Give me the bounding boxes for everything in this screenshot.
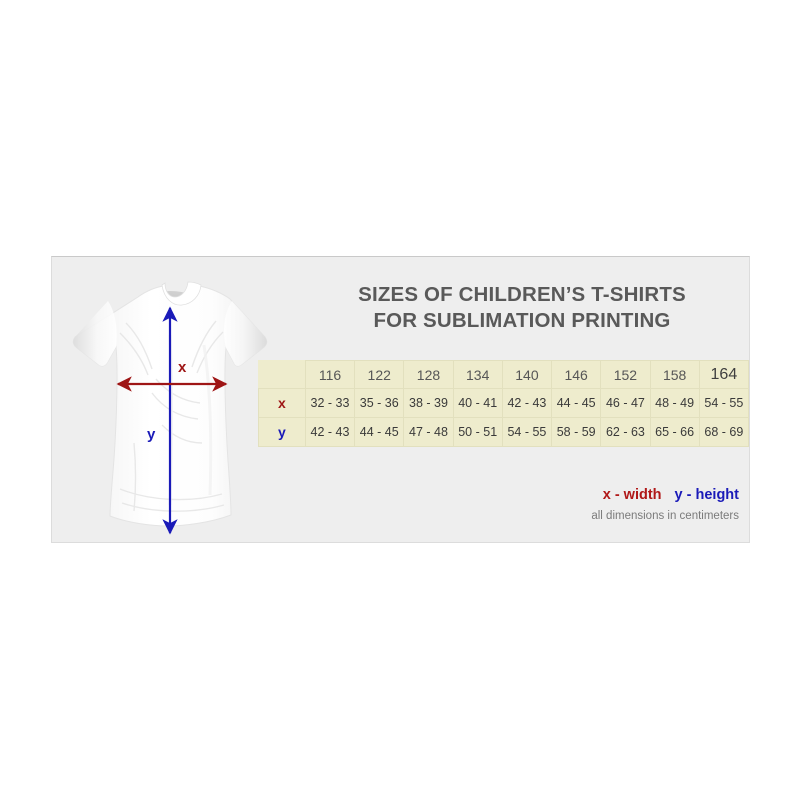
table-cell: 42 - 43 xyxy=(304,417,356,447)
size-column-header: 164 xyxy=(698,360,750,389)
size-column-header: 128 xyxy=(403,360,454,389)
title-line-1: SIZES OF CHILDREN’S T-SHIRTS xyxy=(358,283,686,306)
table-cell: 54 - 55 xyxy=(501,417,553,447)
collar-band xyxy=(161,281,202,306)
table-header-row: 116 122 128 134 140 146 152 158 164 xyxy=(259,360,750,389)
table-cell: 32 - 33 xyxy=(304,388,356,418)
table-cell: 62 - 63 xyxy=(600,417,651,447)
title-line-2: FOR SUBLIMATION PRINTING xyxy=(373,309,671,332)
tshirt-illustration: x y xyxy=(60,275,290,537)
legend-keys: x - width y - height xyxy=(591,486,739,504)
table-cell: 46 - 47 xyxy=(600,388,651,418)
row-axis-label: y xyxy=(258,417,306,447)
tshirt-sleeve-right xyxy=(224,301,267,367)
legend-note: all dimensions in centimeters xyxy=(591,510,739,522)
table-corner-cell xyxy=(259,361,306,389)
table-cell: 54 - 55 xyxy=(698,388,750,418)
table-cell: 58 - 59 xyxy=(551,417,602,447)
table-cell: 50 - 51 xyxy=(452,417,503,447)
size-column-header: 140 xyxy=(501,360,553,389)
page-title: SIZES OF CHILDREN’S T-SHIRTS FOR SUBLIMA… xyxy=(302,282,742,334)
tshirt-svg xyxy=(72,281,268,535)
size-column-header: 152 xyxy=(600,360,651,389)
table-cell: 47 - 48 xyxy=(403,417,454,447)
size-table: 116 122 128 134 140 146 152 158 164 x 32… xyxy=(258,360,750,447)
table-cell: 38 - 39 xyxy=(403,388,454,418)
table-row: x 32 - 33 35 - 36 38 - 39 40 - 41 42 - 4… xyxy=(258,388,750,418)
tshirt-sleeve-left xyxy=(73,301,117,367)
table-row: y 42 - 43 44 - 45 47 - 48 50 - 51 54 - 5… xyxy=(258,417,750,447)
height-arrow-label: y xyxy=(147,426,156,443)
legend-key-height: y - height xyxy=(674,487,739,503)
table-cell: 48 - 49 xyxy=(649,388,700,418)
width-arrow-label: x xyxy=(178,359,187,376)
size-column-header: 122 xyxy=(354,360,405,389)
table-cell: 65 - 66 xyxy=(649,417,700,447)
row-axis-label: x xyxy=(258,388,306,418)
table-cell: 35 - 36 xyxy=(354,388,405,418)
table-cell: 44 - 45 xyxy=(354,417,405,447)
table-cell: 68 - 69 xyxy=(698,417,750,447)
size-chart-panel: SIZES OF CHILDREN’S T-SHIRTS FOR SUBLIMA… xyxy=(51,256,750,543)
table-cell: 42 - 43 xyxy=(501,388,553,418)
size-column-header: 134 xyxy=(452,360,503,389)
legend: x - width y - height all dimensions in ce… xyxy=(591,486,739,522)
legend-key-width: x - width xyxy=(602,487,662,503)
size-column-header: 116 xyxy=(304,360,356,389)
table-cell: 44 - 45 xyxy=(551,388,602,418)
table-cell: 40 - 41 xyxy=(452,388,503,418)
size-column-header: 146 xyxy=(551,360,602,389)
size-column-header: 158 xyxy=(649,360,700,389)
